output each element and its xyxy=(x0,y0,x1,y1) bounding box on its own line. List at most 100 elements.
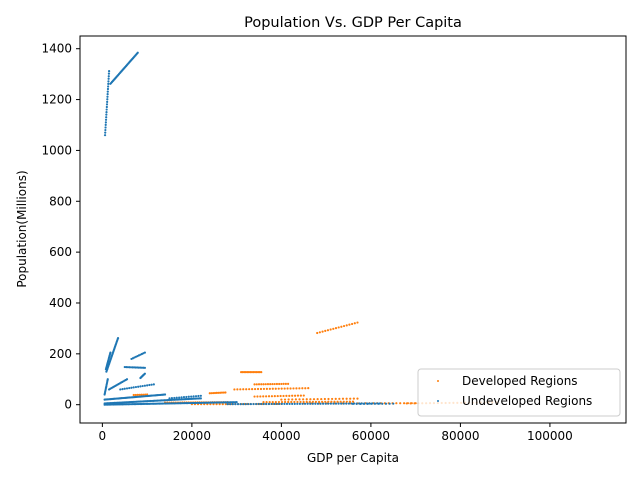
data-point xyxy=(332,327,335,330)
x-tick-label: 60000 xyxy=(352,429,390,443)
data-point xyxy=(289,387,292,390)
data-point xyxy=(355,402,358,406)
data-point xyxy=(180,396,183,399)
data-point xyxy=(236,388,239,391)
data-point xyxy=(270,402,273,406)
data-point xyxy=(129,366,133,369)
data-point xyxy=(244,402,247,406)
data-point xyxy=(265,395,268,398)
data-point xyxy=(213,391,217,395)
data-point xyxy=(106,98,109,101)
data-point xyxy=(348,323,351,326)
data-point xyxy=(249,402,252,406)
data-point xyxy=(187,395,190,398)
data-point xyxy=(345,324,348,327)
data-point xyxy=(284,400,287,404)
data-points xyxy=(103,51,498,406)
data-point xyxy=(264,383,267,386)
data-point xyxy=(291,398,294,401)
data-point xyxy=(234,403,237,406)
data-point xyxy=(301,387,304,390)
y-tick-label: 800 xyxy=(49,194,72,208)
data-point xyxy=(316,398,319,401)
data-point xyxy=(106,87,110,91)
data-point xyxy=(253,371,257,374)
y-axis-ticks: 0 200 400 600 800 1000 1200 1400 xyxy=(41,42,80,412)
data-point xyxy=(277,400,281,404)
data-point xyxy=(287,400,290,404)
data-point xyxy=(142,366,145,369)
data-point xyxy=(268,401,271,404)
data-point xyxy=(240,371,243,374)
data-point xyxy=(316,331,319,335)
data-point xyxy=(277,387,280,390)
data-point xyxy=(224,391,227,394)
legend-marker-developed xyxy=(437,380,439,382)
data-point xyxy=(405,402,408,405)
data-point xyxy=(351,400,355,403)
data-point xyxy=(255,371,258,374)
data-point xyxy=(314,402,317,405)
data-point xyxy=(260,371,263,374)
data-point xyxy=(265,387,268,390)
data-point xyxy=(334,397,337,400)
data-point xyxy=(308,400,311,403)
data-point xyxy=(284,382,287,385)
data-point xyxy=(212,391,215,395)
data-point xyxy=(292,387,295,390)
data-point xyxy=(242,388,245,391)
data-point xyxy=(337,402,340,405)
data-point xyxy=(287,382,290,385)
data-point xyxy=(280,387,283,390)
data-point xyxy=(254,402,258,406)
data-point xyxy=(262,387,266,391)
data-point xyxy=(210,392,213,395)
data-point xyxy=(279,394,282,398)
data-point xyxy=(298,387,301,390)
data-point xyxy=(339,400,342,403)
data-point xyxy=(296,400,299,404)
data-point xyxy=(105,116,108,119)
data-point xyxy=(341,397,345,400)
data-point xyxy=(125,378,129,381)
series-undeveloped xyxy=(103,51,395,406)
data-point xyxy=(312,398,316,401)
data-point xyxy=(140,393,143,396)
data-point xyxy=(274,400,277,404)
data-point xyxy=(395,402,398,405)
data-point xyxy=(329,328,332,331)
data-point xyxy=(248,388,251,391)
data-point xyxy=(269,383,272,386)
x-axis-label: GDP per Capita xyxy=(307,451,399,465)
data-point xyxy=(104,123,107,127)
data-point xyxy=(348,400,352,403)
data-point xyxy=(106,93,109,96)
data-point xyxy=(256,395,259,398)
data-point xyxy=(273,402,276,406)
data-point xyxy=(349,397,352,400)
data-point xyxy=(290,400,293,404)
data-point xyxy=(253,395,256,398)
data-point xyxy=(199,397,202,400)
data-point xyxy=(257,371,260,374)
x-tick-label: 100000 xyxy=(527,429,573,443)
data-point xyxy=(273,395,276,398)
data-point xyxy=(144,393,147,396)
data-point xyxy=(185,395,188,399)
chart-title: Population Vs. GDP Per Capita xyxy=(244,15,462,31)
data-point xyxy=(136,393,139,396)
data-point xyxy=(107,72,111,75)
data-point xyxy=(104,121,107,124)
data-point xyxy=(125,366,128,369)
data-point xyxy=(105,103,109,106)
data-point xyxy=(231,403,234,406)
data-point xyxy=(107,69,111,73)
y-tick-label: 600 xyxy=(49,245,72,259)
data-point xyxy=(105,108,108,111)
data-point xyxy=(377,402,380,405)
x-tick-label: 0 xyxy=(99,429,107,443)
data-point xyxy=(262,395,265,398)
data-point xyxy=(253,387,257,391)
data-point xyxy=(170,397,174,400)
